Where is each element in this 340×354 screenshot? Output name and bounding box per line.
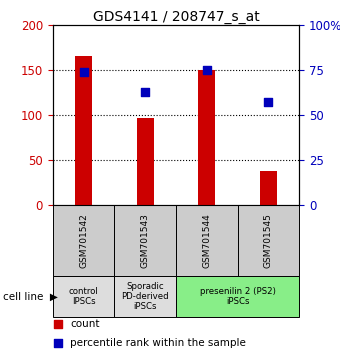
Text: presenilin 2 (PS2)
iPSCs: presenilin 2 (PS2) iPSCs [200, 287, 275, 306]
Text: control
IPSCs: control IPSCs [69, 287, 98, 306]
Text: GSM701545: GSM701545 [264, 213, 273, 268]
Bar [114, 276, 176, 317]
Bar [136, 118, 154, 205]
Bar [176, 276, 299, 317]
Text: GSM701542: GSM701542 [79, 213, 88, 268]
Bar [75, 56, 92, 205]
Bar [176, 205, 238, 276]
Bar [260, 171, 277, 205]
Bar [198, 70, 216, 205]
Point [266, 99, 271, 105]
Bar [53, 276, 114, 317]
Text: GSM701543: GSM701543 [141, 213, 150, 268]
Text: percentile rank within the sample: percentile rank within the sample [70, 338, 246, 348]
Point [55, 321, 61, 327]
Point [81, 69, 86, 75]
Bar [53, 205, 114, 276]
Text: count: count [70, 319, 100, 329]
Text: GSM701544: GSM701544 [202, 213, 211, 268]
Point [55, 340, 61, 346]
Bar [114, 205, 176, 276]
Text: cell line  ▶: cell line ▶ [3, 292, 58, 302]
Point [142, 89, 148, 95]
Title: GDS4141 / 208747_s_at: GDS4141 / 208747_s_at [92, 10, 259, 24]
Point [204, 67, 209, 73]
Bar [238, 205, 299, 276]
Text: Sporadic
PD-derived
iPSCs: Sporadic PD-derived iPSCs [121, 281, 169, 312]
